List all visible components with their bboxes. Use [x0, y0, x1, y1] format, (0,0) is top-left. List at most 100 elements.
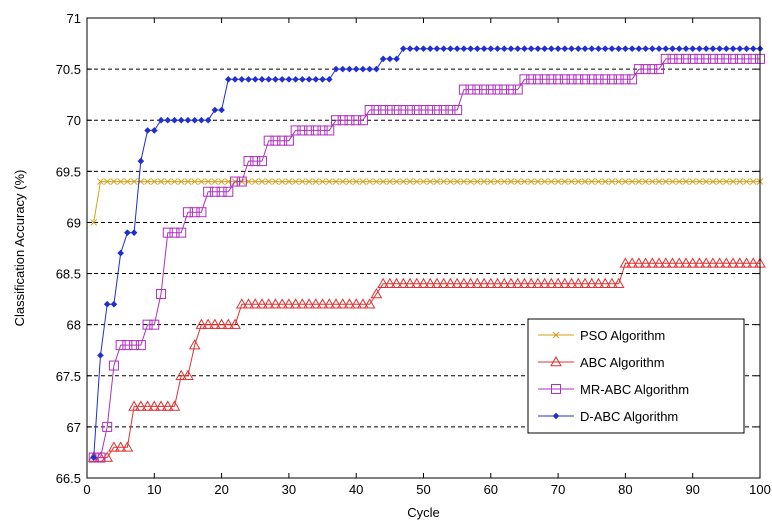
data-point: [323, 298, 336, 309]
data-point: [299, 178, 306, 185]
data-point: [97, 178, 104, 185]
data-point: [299, 76, 306, 83]
data-point: [420, 178, 427, 185]
data-point: [276, 298, 289, 309]
data-point: [312, 76, 320, 83]
data-point: [130, 178, 138, 185]
data-point: [748, 53, 759, 64]
data-point: [222, 318, 235, 329]
data-point: [500, 178, 508, 185]
data-point: [384, 105, 395, 115]
data-point: [447, 178, 454, 185]
data-point: [622, 178, 629, 185]
data-point: [148, 400, 161, 411]
data-point: [573, 74, 584, 85]
data-point: [701, 53, 712, 64]
data-point: [733, 257, 746, 268]
data-point: [723, 45, 730, 52]
data-point: [526, 74, 537, 85]
data-point: [534, 45, 542, 52]
data-point: [223, 186, 234, 197]
data-point: [585, 277, 598, 289]
data-point: [702, 45, 710, 52]
data-point: [390, 277, 403, 289]
data-point: [195, 318, 208, 329]
data-point: [440, 45, 447, 52]
data-point: [339, 178, 347, 185]
data-point: [736, 45, 744, 52]
data-point: [728, 53, 739, 64]
data-point: [377, 277, 389, 289]
data-point: [359, 65, 367, 73]
data-point: [184, 178, 192, 185]
data-point: [548, 45, 555, 52]
data-point: [198, 178, 205, 185]
data-point: [541, 178, 548, 185]
data-point: [204, 178, 212, 185]
data-point: [379, 55, 387, 63]
data-point: [373, 65, 380, 73]
data-point: [386, 55, 394, 63]
data-point: [534, 178, 542, 185]
y-axis-label: Classification Accuracy (%): [12, 170, 27, 327]
legend-marker: [552, 331, 560, 339]
data-point: [716, 45, 723, 52]
data-point: [245, 76, 252, 83]
data-point: [588, 178, 596, 185]
data-point: [383, 277, 396, 289]
data-point: [262, 298, 275, 309]
data-point: [606, 277, 618, 289]
y-tick-label: 67: [67, 420, 81, 435]
data-point: [352, 65, 360, 73]
y-tick-label: 66.5: [56, 471, 81, 486]
data-point: [319, 178, 326, 185]
data-point: [675, 45, 683, 52]
data-point: [304, 125, 315, 136]
data-point: [498, 277, 511, 289]
data-point: [474, 45, 481, 52]
data-point: [413, 178, 421, 185]
data-point: [593, 74, 604, 85]
x-tick-label: 0: [83, 482, 90, 497]
data-point: [519, 74, 530, 85]
data-point: [588, 45, 596, 52]
data-point: [707, 53, 718, 64]
y-tick-label: 68.5: [56, 267, 81, 282]
data-point: [608, 178, 616, 185]
data-point: [464, 277, 477, 289]
data-point: [350, 298, 363, 309]
data-point: [357, 115, 368, 126]
data-point: [103, 178, 111, 185]
data-point: [359, 178, 367, 185]
data-point: [721, 53, 732, 64]
data-point: [653, 257, 665, 268]
data-point: [568, 45, 575, 52]
data-point: [272, 178, 279, 185]
data-point: [278, 178, 286, 185]
data-point: [741, 53, 752, 64]
data-point: [669, 45, 676, 52]
data-point: [128, 400, 140, 411]
data-point: [144, 178, 151, 185]
data-point: [182, 369, 194, 381]
data-point: [606, 74, 617, 85]
data-point: [620, 74, 631, 85]
data-point: [169, 227, 180, 238]
data-point: [235, 298, 248, 309]
data-point: [702, 178, 710, 185]
data-point: [709, 178, 717, 185]
data-point: [249, 298, 262, 309]
data-point: [615, 178, 623, 185]
data-point: [433, 45, 441, 52]
data-point: [209, 186, 220, 197]
x-tick-label: 20: [214, 482, 228, 497]
data-point: [130, 229, 138, 236]
data-point: [231, 76, 239, 83]
data-point: [538, 277, 551, 289]
data-point: [740, 257, 753, 268]
data-point: [632, 257, 645, 268]
data-point: [366, 178, 374, 185]
data-point: [144, 127, 151, 134]
data-point: [129, 340, 140, 351]
data-point: [438, 105, 449, 115]
